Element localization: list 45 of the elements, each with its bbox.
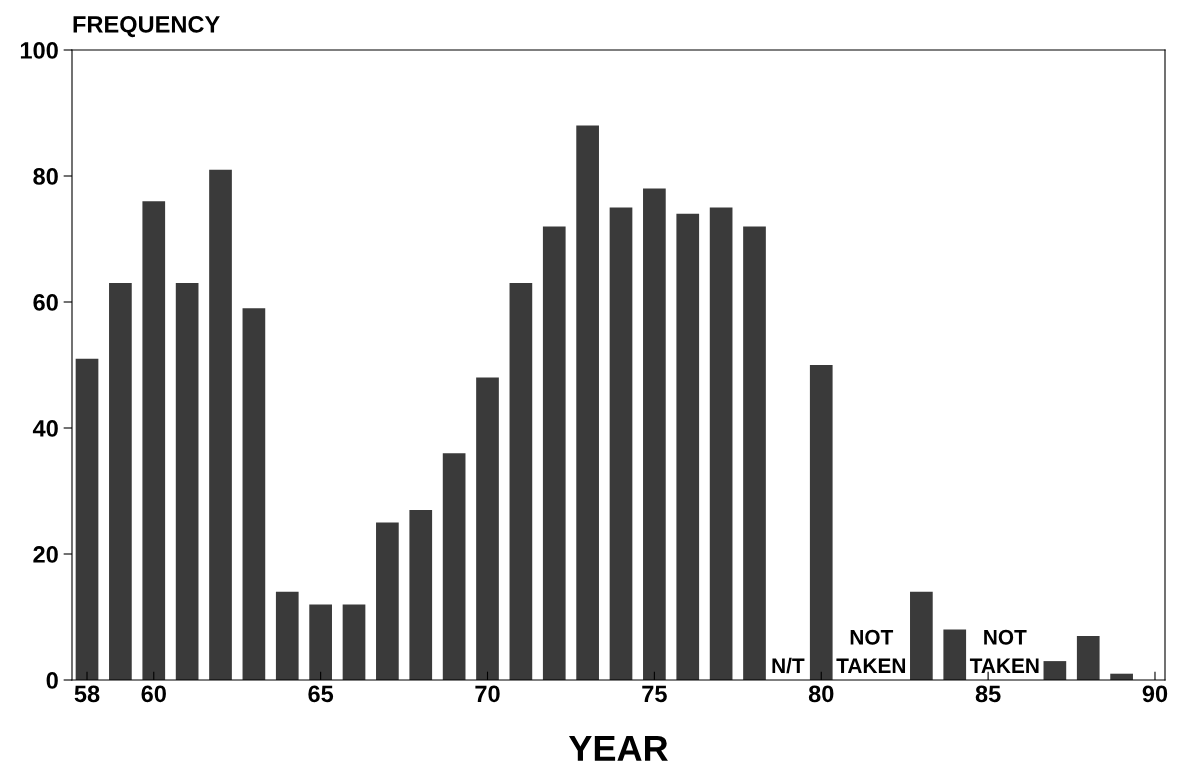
- x-axis-title: YEAR: [568, 735, 668, 761]
- bar: [576, 125, 599, 680]
- bar: [209, 169, 232, 680]
- x-tick-label: 58: [74, 685, 100, 703]
- x-tick-label: 60: [141, 685, 166, 703]
- y-tick-label: 0: [46, 672, 58, 689]
- bar: [1076, 635, 1100, 680]
- bar: [809, 365, 833, 680]
- x-tick-label: 80: [808, 685, 834, 703]
- y-tick-label: 40: [32, 420, 58, 437]
- bar: [75, 358, 99, 680]
- x-tick-label: 90: [1142, 685, 1168, 703]
- bar: [409, 509, 433, 680]
- bar: [309, 604, 332, 680]
- bar: [943, 629, 967, 680]
- bar: [109, 283, 132, 680]
- bar: [709, 207, 733, 680]
- bar: [743, 226, 766, 680]
- x-tick-label: 85: [975, 685, 1001, 703]
- x-tick-label: 65: [308, 685, 334, 703]
- bar: [542, 226, 566, 680]
- y-tick-label: 100: [20, 42, 58, 59]
- bar: [1043, 661, 1067, 680]
- bar: [509, 283, 533, 680]
- bar: [609, 207, 633, 680]
- y-tick-label: 20: [33, 546, 58, 563]
- x-tick-label: 70: [475, 685, 500, 703]
- bar: [676, 213, 700, 680]
- bar: [275, 591, 299, 680]
- bar: [342, 604, 366, 680]
- bar: [910, 591, 933, 680]
- bar: [242, 308, 266, 680]
- bar: [142, 201, 166, 680]
- y-tick-label: 60: [33, 294, 58, 311]
- bar: [175, 283, 199, 680]
- y-axis-title: FREQUENCY: [73, 16, 220, 38]
- bar: [643, 188, 666, 680]
- annotation: N/T: [772, 657, 805, 674]
- annotation: NOT TAKEN: [836, 629, 906, 673]
- x-tick-label: 75: [642, 685, 667, 703]
- bar: [476, 377, 499, 680]
- bar: [442, 453, 466, 680]
- annotation: NOT TAKEN: [969, 629, 1039, 673]
- y-tick-label: 80: [33, 168, 58, 185]
- bar: [376, 522, 399, 680]
